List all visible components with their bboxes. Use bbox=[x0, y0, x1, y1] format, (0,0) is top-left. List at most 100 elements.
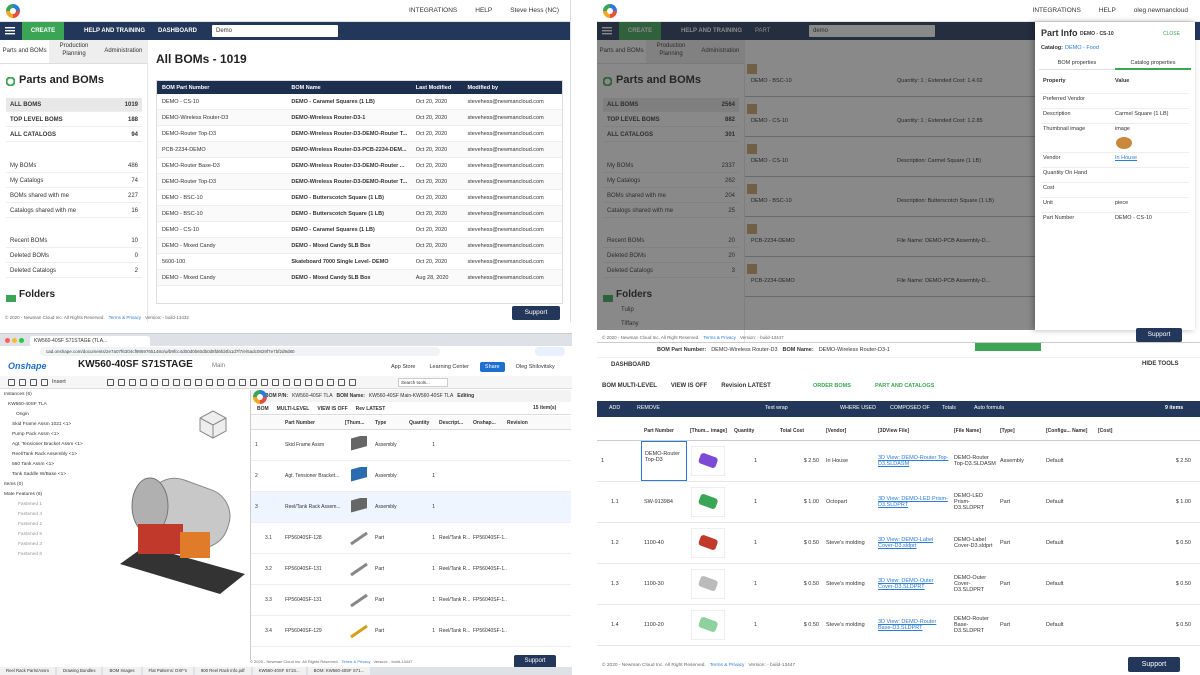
sidebar-row[interactable]: My Catalogs 74 bbox=[6, 174, 142, 188]
nav-link[interactable]: INTEGRATIONS bbox=[408, 7, 458, 14]
tree-item[interactable]: Instances (6) bbox=[4, 392, 32, 397]
dashboard-link[interactable]: DASHBOARD bbox=[611, 362, 650, 368]
table-row[interactable]: DEMO - Mixed Candy DEMO - Mixed Candy 5LB… bbox=[157, 270, 562, 286]
bom-control[interactable]: BOM MULTI-LEVEL bbox=[602, 383, 657, 389]
tool-button[interactable]: ADD bbox=[609, 405, 621, 411]
bom-row[interactable]: 3.1 FP56040SF-128 Part 1 Reel/Tank R... FP560… bbox=[251, 523, 571, 554]
sidebar-row[interactable]: Deleted Catalogs 2 bbox=[6, 264, 142, 278]
sidebar-row[interactable]: Deleted BOMs 0 bbox=[6, 249, 142, 263]
tree-item[interactable]: Fastened 3 bbox=[18, 542, 43, 547]
bom-control[interactable]: MULTI-LEVEL bbox=[276, 405, 310, 412]
bottom-tab[interactable]: Flat Patterns: DXF's bbox=[142, 667, 193, 675]
bottom-tab[interactable]: KW560-40SF S71S... bbox=[252, 667, 306, 675]
support-button[interactable]: Support bbox=[512, 306, 560, 320]
support-button[interactable]: Support bbox=[1128, 657, 1180, 672]
tool-button[interactable]: Text wrap bbox=[765, 405, 788, 411]
bom-row[interactable]: 3.3 FP56040SF-131 Part 1 Reel/Tank R... FP560… bbox=[251, 585, 571, 616]
table-row[interactable]: DEMO - CS-10 DEMO - Caramel Squares (1 LB… bbox=[157, 94, 562, 110]
tab[interactable]: Administration bbox=[104, 48, 143, 54]
footer-links[interactable]: Terms & Privacy bbox=[108, 314, 142, 320]
header-button[interactable]: Oleg Shilovitsky bbox=[515, 364, 555, 370]
tool-button[interactable]: Totals bbox=[942, 405, 956, 411]
bom-row[interactable]: 3.2 FP56040SF-131 Part 1 Reel/Tank R... FP560… bbox=[251, 554, 571, 585]
sidebar-row[interactable]: Catalogs shared with me 16 bbox=[6, 204, 142, 218]
nav-link[interactable]: HELP bbox=[1098, 7, 1116, 14]
search-tools[interactable]: Search tools... bbox=[398, 378, 448, 387]
create-button[interactable]: CREATE bbox=[22, 22, 64, 40]
dashboard-button[interactable]: DASHBOARD bbox=[158, 28, 197, 34]
close-button[interactable]: CLOSE bbox=[1163, 31, 1180, 37]
bom-row[interactable]: 1.1 SW-913984 1 $ 1.00 Octopart 3D View: DEMO… bbox=[597, 482, 1200, 523]
bom-cell[interactable]: 3D View: DEMO-Router Base-D3.SLDPRT bbox=[878, 619, 937, 631]
hide-tools[interactable]: HIDE TOOLS bbox=[1142, 361, 1179, 367]
bom-row[interactable]: 1.2 1100-40 1 $ 0.50 Steve's molding 3D View:… bbox=[597, 523, 1200, 564]
header-button[interactable]: Share bbox=[479, 362, 505, 372]
bom-control[interactable]: VIEW IS OFF bbox=[317, 405, 348, 412]
header-button[interactable]: Learning Center bbox=[429, 364, 469, 370]
tool-button[interactable]: WHERE USED bbox=[840, 405, 876, 411]
table-row[interactable]: DEMO-Router Base-D3 DEMO-Wireless Router-… bbox=[157, 158, 562, 174]
bottom-tab[interactable]: Reel Rack Parts/Assm bbox=[0, 667, 55, 675]
tree-item[interactable]: Pump Pack Assm <1> bbox=[12, 432, 60, 437]
nav-link[interactable]: ORDER BOMS bbox=[813, 383, 851, 389]
tree-item[interactable]: Fastened 4 bbox=[18, 512, 43, 517]
nav-link[interactable]: oleg newmancloud bbox=[1133, 7, 1188, 14]
search-box[interactable]: Demo bbox=[212, 25, 338, 37]
table-row[interactable]: 5600-100 Skateboard 7000 Single Level- DE… bbox=[157, 254, 562, 270]
nav-link[interactable]: INTEGRATIONS bbox=[1032, 7, 1081, 14]
bom-cell[interactable]: 3D View: DEMO-LED Prism-D3.SLDPRT bbox=[878, 496, 948, 508]
table-row[interactable]: DEMO - BSC-10 DEMO - Butterscotch Square … bbox=[157, 206, 562, 222]
bottom-tab[interactable]: 900 Reel Rack Info.pdf bbox=[194, 667, 251, 675]
sidebar-row[interactable]: My BOMs 486 bbox=[6, 159, 142, 173]
bom-control[interactable]: Rev LATEST bbox=[355, 405, 386, 412]
tree-item[interactable]: Mate Features (6) bbox=[4, 492, 43, 497]
bom-cell[interactable]: 3D View: DEMO-Label Cover-D3.sldprt bbox=[878, 537, 934, 549]
bom-control[interactable]: BOM bbox=[257, 405, 269, 412]
tree-item[interactable]: 560 Tank Assm <1> bbox=[12, 462, 55, 467]
bom-control[interactable]: VIEW IS OFF bbox=[670, 383, 708, 389]
table-row[interactable]: DEMO-Wireless Router-D3 DEMO-Wireless Rou… bbox=[157, 110, 562, 126]
table-row[interactable]: DEMO - Mixed Candy DEMO - Mixed Candy 5LB… bbox=[157, 238, 562, 254]
table-row[interactable]: DEMO-Router Top-D3 DEMO-Wireless Router-D… bbox=[157, 126, 562, 142]
bom-row[interactable]: 3.4 FP56040SF-129 Part 1 Reel/Tank R... FP560… bbox=[251, 616, 571, 647]
tree-item[interactable]: Items (0) bbox=[4, 482, 23, 487]
browser-tab[interactable]: KW560-40SF S71STAGE (TLA... bbox=[30, 336, 150, 346]
bom-row[interactable]: 2 Agt. Tensioner Bracket... Assembly 1 bbox=[251, 461, 571, 492]
nav-link[interactable]: HELP bbox=[475, 7, 493, 14]
tab[interactable]: Parts and BOMs bbox=[0, 40, 50, 63]
bom-control[interactable]: Revision LATEST bbox=[721, 383, 771, 389]
tree-item[interactable]: Origin bbox=[16, 412, 29, 417]
nav-link[interactable]: PART AND CATALOGS bbox=[875, 383, 935, 389]
tool-button[interactable]: Auto formula bbox=[974, 405, 1005, 411]
table-row[interactable]: DEMO - CS-10 DEMO - Caramel Squares (1 LB… bbox=[157, 222, 562, 238]
info-tab[interactable]: BOM properties bbox=[1039, 56, 1115, 70]
insert-button[interactable]: Insert bbox=[52, 379, 66, 385]
tree-item[interactable]: Fastened 6 bbox=[18, 552, 43, 557]
tree-item[interactable]: Reel/Tank Rack Assembly <1> bbox=[12, 452, 78, 457]
tree-item[interactable]: KW560-40SF TLA bbox=[8, 402, 47, 407]
bottom-tab[interactable]: Drawing Bundles bbox=[56, 667, 102, 675]
bottom-tab[interactable]: BOM: KW560-40SF S71... bbox=[307, 667, 371, 675]
tool-button[interactable]: COMPOSED OF bbox=[890, 405, 930, 411]
support-button[interactable]: Support bbox=[1136, 328, 1182, 342]
bom-row[interactable]: 1 Skid Frame Assm Assembly 1 bbox=[251, 430, 571, 461]
header-button[interactable]: App Store bbox=[391, 364, 416, 370]
bottom-tab[interactable]: BOM Images bbox=[103, 667, 141, 675]
tree-item[interactable]: Agt. Tensioner Bracket Assm <1> bbox=[12, 442, 83, 447]
bom-row[interactable]: 1 DEMO-Router Top-D3 1 $ 2.50 In House 3D Vie… bbox=[597, 441, 1200, 482]
tree-item[interactable]: Tank Saddle W/Base <1> bbox=[12, 472, 67, 477]
nav-link[interactable]: Steve Hess (NC) bbox=[510, 7, 559, 14]
tab[interactable]: Production Planning bbox=[59, 43, 89, 57]
sidebar-row[interactable]: ALL CATALOGS 94 bbox=[6, 128, 142, 142]
tree-item[interactable]: Fastened 1 bbox=[18, 502, 43, 507]
help-button[interactable]: HELP AND TRAINING bbox=[84, 28, 146, 34]
brand[interactable]: Onshape bbox=[8, 361, 47, 371]
sidebar-row[interactable]: BOMs shared with me 227 bbox=[6, 189, 142, 203]
footer-links[interactable]: Terms & Privacy bbox=[703, 334, 736, 340]
bom-cell[interactable]: 3D View: DEMO-Outer Cover-D3.SLDPRT bbox=[878, 578, 934, 590]
support-button[interactable]: Support bbox=[514, 655, 556, 668]
table-row[interactable]: DEMO - BSC-10 DEMO - Butterscotch Square … bbox=[157, 190, 562, 206]
catalog-link[interactable]: DEMO - Food bbox=[1065, 45, 1099, 51]
tree-item[interactable]: Fastened 2 bbox=[18, 522, 43, 527]
links[interactable]: Terms & Privacy bbox=[709, 663, 745, 668]
